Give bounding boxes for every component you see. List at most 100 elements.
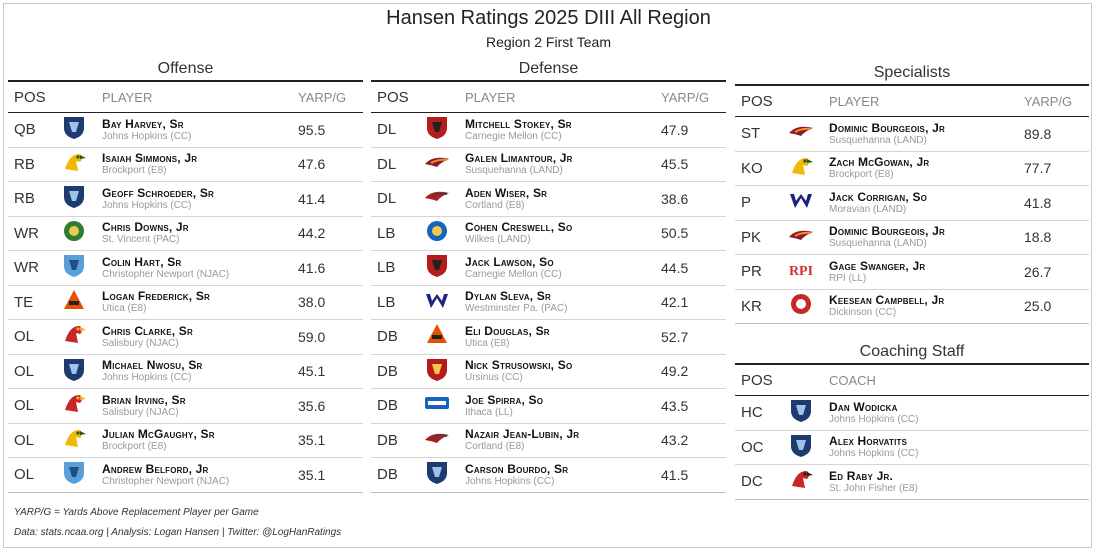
position-cell: DB: [371, 388, 423, 424]
school-conference: Salisbury (NJAC): [102, 337, 179, 349]
player-row: ST Dominic Bourgeois, Jr Susquehanna (LAND…: [735, 116, 1089, 152]
golden-eagle-logo: [60, 149, 88, 175]
school-conference: Ithaca (LL): [465, 406, 513, 418]
player-name: Galen Limantour, Jr: [465, 151, 573, 166]
col-header-pos: POS: [735, 363, 787, 396]
footnote-credits: Data: stats.ncaa.org | Analysis: Logan H…: [14, 527, 342, 538]
yarpg-value: 95.5: [298, 112, 363, 148]
player-name: Zach McGowan, Jr: [829, 155, 930, 170]
specialists-title: Specialists: [873, 64, 951, 81]
school-conference: Dickinson (CC): [829, 307, 897, 319]
player-name: Aden Wiser, Sr: [465, 185, 548, 200]
position-cell: DL: [371, 147, 423, 182]
school-conference: Moravian (LAND): [829, 203, 907, 215]
position-cell: RB: [8, 147, 60, 182]
yarpg-value: 41.6: [298, 250, 363, 286]
position-cell: LB: [371, 250, 423, 286]
position-cell: OL: [8, 319, 60, 355]
river-hawk-logo: [787, 118, 815, 144]
player-row: WR Chris Downs, Jr St. Vincent (PAC) 44.2: [8, 216, 363, 251]
school-conference: Johns Hopkins (CC): [102, 199, 192, 211]
yarpg-value: 52.7: [661, 319, 726, 355]
position-cell: HC: [735, 395, 787, 431]
yarpg-value: 89.8: [1024, 116, 1089, 152]
player-row: DB Eli Douglas, Sr Utica (E8) 52.7: [371, 319, 726, 355]
offense-title: Offense: [157, 60, 214, 77]
player-name: Julian McGaughy, Sr: [102, 427, 215, 442]
school-conference: Susquehanna (LAND): [829, 238, 927, 250]
greyhound-logo: [787, 187, 815, 213]
position-cell: PK: [735, 220, 787, 255]
school-conference: Christopher Newport (NJAC): [102, 475, 230, 487]
position-cell: WR: [8, 250, 60, 286]
position-cell: OL: [8, 388, 60, 424]
player-row: DB Nick Strusowski, So Ursinus (CC) 49.2: [371, 354, 726, 389]
position-cell: P: [735, 185, 787, 221]
golden-eagle-logo: [787, 153, 815, 179]
school-conference: Utica (E8): [102, 303, 147, 315]
school-conference: RPI (LL): [829, 272, 867, 284]
player-row: OL Julian McGaughy, Sr Brockport (E8) 35.1: [8, 423, 363, 458]
position-cell: RB: [8, 181, 60, 217]
player-row: LB Cohen Creswell, So Wilkes (LAND) 50.5: [371, 216, 726, 251]
offense-table: POS PLAYER YARP/G QB Bay Harvey, Sr Johns …: [8, 80, 363, 493]
yarpg-value: 47.6: [298, 147, 363, 182]
col-header-pos: POS: [8, 80, 60, 113]
yarpg-value: 35.6: [298, 388, 363, 424]
pioneer-logo: [60, 287, 88, 313]
coach-row: HC Dan Wodicka Johns Hopkins (CC): [735, 395, 1089, 431]
school-conference: Westminster Pa. (PAC): [465, 303, 568, 315]
player-row: KR Keesean Campbell, Jr Dickinson (CC) 25.0: [735, 289, 1089, 324]
player-name: Isaiah Simmons, Jr: [102, 151, 198, 166]
school-conference: Brockport (E8): [829, 169, 894, 181]
player-name: Logan Frederick, Sr: [102, 289, 211, 304]
bear-logo: [423, 356, 451, 382]
red-dragon-logo: [423, 183, 451, 209]
player-row: RB Geoff Schroeder, Sr Johns Hopkins (CC) 4…: [8, 181, 363, 217]
player-row: PK Dominic Bourgeois, Jr Susquehanna (LAND…: [735, 220, 1089, 255]
player-row: DB Joe Spirra, So Ithaca (LL) 43.5: [371, 388, 726, 424]
school-conference: Johns Hopkins (CC): [102, 372, 192, 384]
red-devil-logo: [787, 291, 815, 317]
player-name: Michael Nwosu, Sr: [102, 358, 203, 373]
player-name: Dylan Sleva, Sr: [465, 289, 551, 304]
player-row: DB Nazair Jean-Lubin, Jr Cortland (E8) 43.2: [371, 423, 726, 458]
school-conference: Brockport (E8): [102, 441, 167, 453]
player-name: Gage Swanger, Jr: [829, 258, 926, 273]
yarpg-value: 43.5: [661, 388, 726, 424]
col-header-yarpg: YARP/G: [298, 80, 363, 113]
pioneer-logo: [423, 321, 451, 347]
yarpg-value: 38.6: [661, 181, 726, 217]
position-cell: DB: [371, 457, 423, 493]
captain-logo: [60, 252, 88, 278]
cardinal-logo: [787, 466, 815, 492]
player-name: Eli Douglas, Sr: [465, 323, 550, 338]
player-row: LB Jack Lawson, So Carnegie Mellon (CC) 44.…: [371, 250, 726, 286]
col-header-coach: COACH: [829, 363, 1089, 396]
sea-gull-logo: [60, 390, 88, 416]
col-header-pos: POS: [371, 80, 423, 113]
yarpg-value: 18.8: [1024, 220, 1089, 255]
offense-section: Offense POS PLAYER YARP/G QB Bay Harvey, …: [8, 58, 363, 493]
player-name: Chris Clarke, Sr: [102, 323, 193, 338]
svg-text:RPI: RPI: [789, 264, 813, 279]
defense-title: Defense: [518, 60, 579, 77]
coach-row: OC Alex Horvatits Johns Hopkins (CC): [735, 430, 1089, 465]
player-row: RB Isaiah Simmons, Jr Brockport (E8) 47.6: [8, 147, 363, 182]
player-row: DL Mitchell Stokey, Sr Carnegie Mellon (CC…: [371, 112, 726, 148]
player-name: Jack Corrigan, So: [829, 189, 928, 204]
player-row: OL Andrew Belford, Jr Christopher Newport …: [8, 457, 363, 493]
col-header-yarpg: YARP/G: [1024, 84, 1089, 117]
player-name: Nick Strusowski, So: [465, 358, 573, 373]
bomber-logo: [423, 390, 451, 416]
yarpg-value: 45.1: [298, 354, 363, 389]
defense-section: Defense POS PLAYER YARP/G DL Mitchell Sto…: [371, 58, 726, 493]
yarpg-value: 35.1: [298, 423, 363, 458]
school-conference: Carnegie Mellon (CC): [465, 130, 562, 142]
position-cell: WR: [8, 216, 60, 251]
school-conference: St. Vincent (PAC): [102, 234, 180, 246]
river-hawk-logo: [787, 222, 815, 248]
player-name: Geoff Schroeder, Sr: [102, 185, 215, 200]
player-name: Jack Lawson, So: [465, 254, 554, 269]
position-cell: OC: [735, 430, 787, 465]
